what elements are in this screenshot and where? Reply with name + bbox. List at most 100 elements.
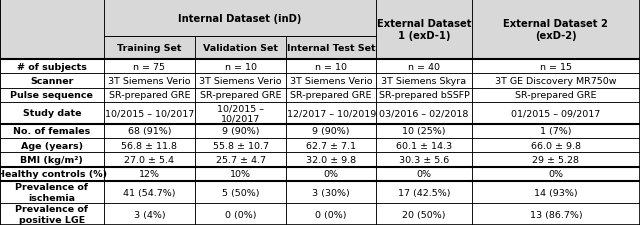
Text: 3T Siemens Skyra: 3T Siemens Skyra <box>381 76 467 86</box>
Bar <box>104 181 195 203</box>
Bar <box>376 124 472 139</box>
Text: Prevalence of
ischemia: Prevalence of ischemia <box>15 182 88 202</box>
Text: Scanner: Scanner <box>30 76 74 86</box>
Bar <box>104 0 376 37</box>
Bar <box>195 74 286 88</box>
Bar <box>376 0 472 60</box>
Text: n = 15: n = 15 <box>540 62 572 71</box>
Text: 3T Siemens Verio: 3T Siemens Verio <box>200 76 282 86</box>
Text: 0 (0%): 0 (0%) <box>225 210 257 218</box>
Bar <box>286 153 376 167</box>
Bar <box>104 74 195 88</box>
Text: 29 ± 5.28: 29 ± 5.28 <box>532 155 579 164</box>
Text: 0 (0%): 0 (0%) <box>316 210 347 218</box>
Bar <box>195 88 286 102</box>
Text: 25.7 ± 4.7: 25.7 ± 4.7 <box>216 155 266 164</box>
Text: 3 (4%): 3 (4%) <box>134 210 165 218</box>
Bar <box>195 60 286 74</box>
Bar <box>286 60 376 74</box>
Bar <box>0 124 104 139</box>
Bar <box>195 203 286 225</box>
Text: 32.0 ± 9.8: 32.0 ± 9.8 <box>306 155 356 164</box>
Bar <box>104 124 195 139</box>
Text: Internal Test Set: Internal Test Set <box>287 44 376 53</box>
Bar <box>195 37 286 60</box>
Bar <box>0 88 104 102</box>
Text: 27.0 ± 5.4: 27.0 ± 5.4 <box>124 155 175 164</box>
Text: n = 40: n = 40 <box>408 62 440 71</box>
Bar <box>195 37 286 60</box>
Text: 41 (54.7%): 41 (54.7%) <box>123 188 176 197</box>
Text: 60.1 ± 14.3: 60.1 ± 14.3 <box>396 141 452 150</box>
Bar <box>286 139 376 153</box>
Bar <box>472 139 640 153</box>
Text: External Dataset 2
(exD-2): External Dataset 2 (exD-2) <box>504 19 608 40</box>
Bar <box>472 153 640 167</box>
Text: Training Set: Training Set <box>117 44 182 53</box>
Bar <box>0 60 104 74</box>
Bar <box>0 167 104 181</box>
Text: 62.7 ± 7.1: 62.7 ± 7.1 <box>306 141 356 150</box>
Text: External Dataset
1 (exD-1): External Dataset 1 (exD-1) <box>377 19 471 40</box>
Text: BMI (kg/m²): BMI (kg/m²) <box>20 155 83 164</box>
Text: Healthy controls (%): Healthy controls (%) <box>0 170 107 179</box>
Bar <box>104 0 376 37</box>
Text: 10%: 10% <box>230 170 251 179</box>
Text: 3T GE Discovery MR750w: 3T GE Discovery MR750w <box>495 76 616 86</box>
Bar <box>472 88 640 102</box>
Text: 13 (86.7%): 13 (86.7%) <box>529 210 582 218</box>
Bar <box>286 167 376 181</box>
Text: 56.8 ± 11.8: 56.8 ± 11.8 <box>122 141 177 150</box>
Bar <box>195 102 286 124</box>
Text: SR-prepared GRE: SR-prepared GRE <box>291 91 372 100</box>
Text: No. of females: No. of females <box>13 127 90 136</box>
Bar <box>286 74 376 88</box>
Text: Validation Set: Validation Set <box>203 44 278 53</box>
Bar <box>104 153 195 167</box>
Bar <box>104 37 195 60</box>
Bar <box>286 203 376 225</box>
Text: SR-prepared GRE: SR-prepared GRE <box>200 91 282 100</box>
Bar <box>195 181 286 203</box>
Text: SR-prepared GRE: SR-prepared GRE <box>515 91 596 100</box>
Text: SR-prepared GRE: SR-prepared GRE <box>109 91 190 100</box>
Bar <box>104 102 195 124</box>
Text: 0%: 0% <box>548 170 563 179</box>
Text: n = 10: n = 10 <box>315 62 347 71</box>
Bar <box>472 74 640 88</box>
Text: 66.0 ± 9.8: 66.0 ± 9.8 <box>531 141 581 150</box>
Bar <box>286 124 376 139</box>
Bar <box>472 203 640 225</box>
Bar <box>104 167 195 181</box>
Bar <box>472 124 640 139</box>
Text: 20 (50%): 20 (50%) <box>403 210 445 218</box>
Text: 9 (90%): 9 (90%) <box>222 127 259 136</box>
Bar <box>286 37 376 60</box>
Bar <box>376 88 472 102</box>
Bar <box>0 102 104 124</box>
Text: 3T Siemens Verio: 3T Siemens Verio <box>290 76 372 86</box>
Bar <box>376 102 472 124</box>
Bar <box>0 74 104 88</box>
Bar <box>195 167 286 181</box>
Bar <box>376 139 472 153</box>
Bar <box>286 37 376 60</box>
Bar <box>376 60 472 74</box>
Bar <box>472 0 640 60</box>
Bar <box>104 37 195 60</box>
Bar <box>195 139 286 153</box>
Text: 10/2015 – 10/2017: 10/2015 – 10/2017 <box>105 109 194 118</box>
Text: 14 (93%): 14 (93%) <box>534 188 578 197</box>
Text: 01/2015 – 09/2017: 01/2015 – 09/2017 <box>511 109 600 118</box>
Bar <box>104 88 195 102</box>
Text: # of subjects: # of subjects <box>17 62 87 71</box>
Bar <box>376 153 472 167</box>
Bar <box>0 203 104 225</box>
Text: 1 (7%): 1 (7%) <box>540 127 572 136</box>
Bar <box>104 139 195 153</box>
Text: Prevalence of
positive LGE: Prevalence of positive LGE <box>15 205 88 224</box>
Text: 68 (91%): 68 (91%) <box>128 127 171 136</box>
Text: Study date: Study date <box>22 109 81 118</box>
Text: 17 (42.5%): 17 (42.5%) <box>397 188 451 197</box>
Bar <box>472 102 640 124</box>
